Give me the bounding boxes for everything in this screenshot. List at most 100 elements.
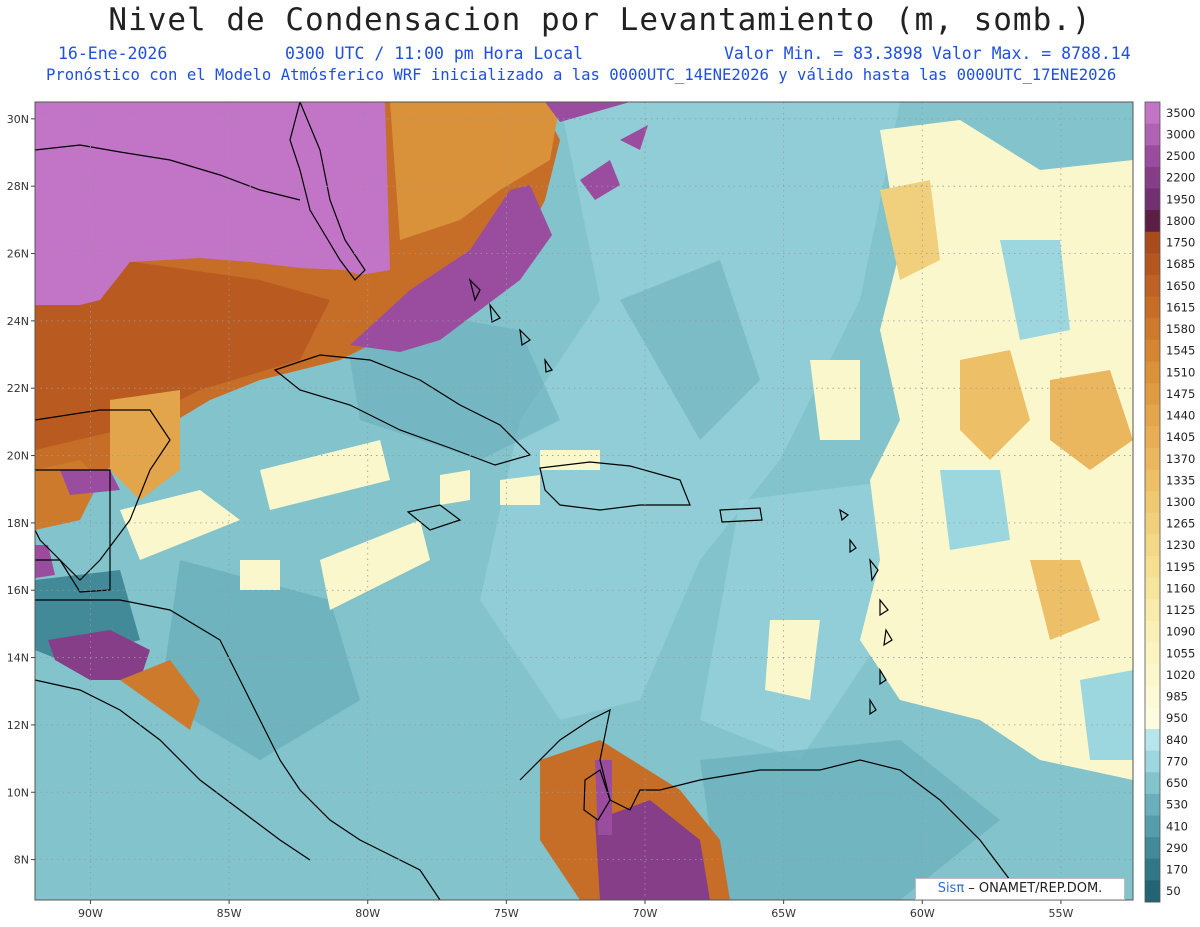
virgin-islands [839, 508, 857, 554]
colorbar-swatch [1145, 383, 1160, 406]
lon-tick-label: 90W [78, 907, 103, 920]
lon-tick-label: 55W [1048, 907, 1073, 920]
lat-tick-label: 20N [7, 450, 29, 463]
lat-tick-label: 12N [7, 719, 29, 732]
credit-text: – ONAMET/REP.DOM. [964, 881, 1103, 896]
colorbar-swatch [1145, 858, 1160, 881]
colorbar-label: 650 [1166, 776, 1188, 790]
colorbar-swatch [1145, 318, 1160, 341]
colorbar-label: 1950 [1166, 192, 1195, 206]
colorbar-label: 1370 [1166, 452, 1195, 466]
lon-tick-label: 60W [910, 907, 935, 920]
colorbar-label: 410 [1166, 819, 1188, 833]
colorbar-swatch [1145, 620, 1160, 644]
hispaniola-coast [539, 461, 691, 511]
colorbar-swatch [1145, 404, 1160, 427]
purple-patch-maracaibo [595, 760, 612, 835]
colorbar-label: 530 [1166, 798, 1188, 812]
colorbar-label: 1510 [1166, 365, 1195, 379]
colorbar-swatch [1145, 707, 1160, 730]
credit-box: Sisπ – ONAMET/REP.DOM. [915, 878, 1125, 900]
longitude-ticks: 90W 85W 80W 75W 70W 65W 60W 55W [78, 900, 1073, 920]
yellow-streak-6 [500, 475, 540, 505]
colorbar-label: 770 [1166, 754, 1188, 768]
lat-tick-label: 8N [14, 854, 29, 867]
puerto-rico-coast [719, 507, 763, 523]
colorbar-swatch [1145, 685, 1160, 708]
cuba-coast [273, 354, 532, 466]
colorbar-swatch [1145, 772, 1160, 795]
lon-tick-label: 75W [494, 907, 519, 920]
lat-tick-label: 26N [7, 248, 29, 261]
colorbar-label: 840 [1166, 733, 1188, 747]
yellow-streak-3 [240, 560, 280, 590]
colorbar-swatch [1145, 664, 1160, 687]
lat-tick-label: 16N [7, 584, 29, 597]
colorbar-label: 290 [1166, 841, 1188, 855]
latitude-ticks: 30N 28N 26N 24N 22N 20N 18N 16N 14N 12N 10N 8N [7, 113, 35, 867]
forecast-time: 0300 UTC / 11:00 pm Hora Local [285, 44, 584, 63]
orange-patch-east-3 [1030, 560, 1100, 640]
coastlines [35, 102, 1021, 900]
colorbar-swatch [1145, 599, 1160, 622]
border-guatemala-belize [35, 469, 111, 593]
purple-patch-top [545, 102, 630, 122]
orange-yucatan [110, 390, 180, 500]
yellow-streak-1 [260, 440, 390, 510]
lat-tick-label: 10N [7, 786, 29, 799]
colorbar-swatch [1145, 815, 1160, 838]
lat-tick-label: 22N [7, 382, 29, 395]
purple-field-venezuela [595, 800, 710, 900]
yellow-patch-lesser [765, 620, 820, 700]
model-info: Pronóstico con el Modelo Atmósferico WRF… [46, 66, 1117, 84]
colorbar-swatch [1145, 750, 1160, 773]
colorbar-label: 1750 [1166, 236, 1195, 250]
purple-patch-ne-1 [580, 160, 620, 200]
colorbar-swatch [1145, 426, 1160, 449]
colorbar-label: 170 [1166, 863, 1188, 877]
colorbar-label: 1195 [1166, 560, 1195, 574]
teal-patch-central-america [160, 560, 360, 760]
colorbar-label: 1090 [1166, 625, 1195, 639]
colorbar-label: 50 [1166, 884, 1181, 898]
teal-patch-north [620, 260, 760, 440]
orange-patch-nicaragua [120, 660, 200, 730]
colorbar-label: 950 [1166, 711, 1188, 725]
colorbar-swatch [1145, 210, 1160, 233]
colorbar-swatch [1145, 556, 1160, 579]
orange-patch-east-2 [1050, 370, 1133, 470]
colorbar-label: 1440 [1166, 409, 1195, 423]
colorbar-swatch [1145, 166, 1160, 189]
colorbar-frame [1144, 101, 1161, 903]
cyan-gap-east-1 [1000, 240, 1070, 340]
colorbar-label: 2200 [1166, 171, 1195, 185]
purple-patch-yucatan [60, 470, 120, 495]
yellow-streak-5 [440, 470, 470, 505]
purple-patch-ne-2 [620, 125, 648, 150]
colorbar-swatch [1145, 253, 1160, 276]
orange-field-atlantic [390, 102, 560, 240]
central-america-pacific-coast [35, 679, 311, 861]
colorbar-label: 1405 [1166, 430, 1195, 444]
orange-patch-east-4 [880, 180, 940, 280]
colorbar-label: 1160 [1166, 581, 1195, 595]
florida-coast [289, 102, 366, 281]
colorbar-label: 1125 [1166, 603, 1195, 617]
colorbar-swatch [1145, 447, 1160, 471]
purple-field-honduras [48, 630, 150, 680]
yellow-streak-4 [120, 490, 240, 560]
purple-patch-west [35, 545, 55, 578]
cyan-gap-east-2 [940, 470, 1010, 550]
page-title: Nivel de Condensacion por Levantamiento … [108, 2, 1092, 38]
colorbar-swatch [1145, 339, 1160, 362]
colorbar-label: 2500 [1166, 149, 1195, 163]
colorbar-label: 1800 [1166, 214, 1195, 228]
dark-orange-gulf [35, 250, 330, 450]
lesser-antilles [869, 558, 893, 716]
forecast-date: 16-Ene-2026 [58, 44, 168, 63]
yellow-streak-2 [320, 520, 430, 610]
yucatan-coast [35, 409, 171, 581]
colorbar-swatch [1145, 274, 1160, 298]
lon-tick-label: 85W [217, 907, 242, 920]
